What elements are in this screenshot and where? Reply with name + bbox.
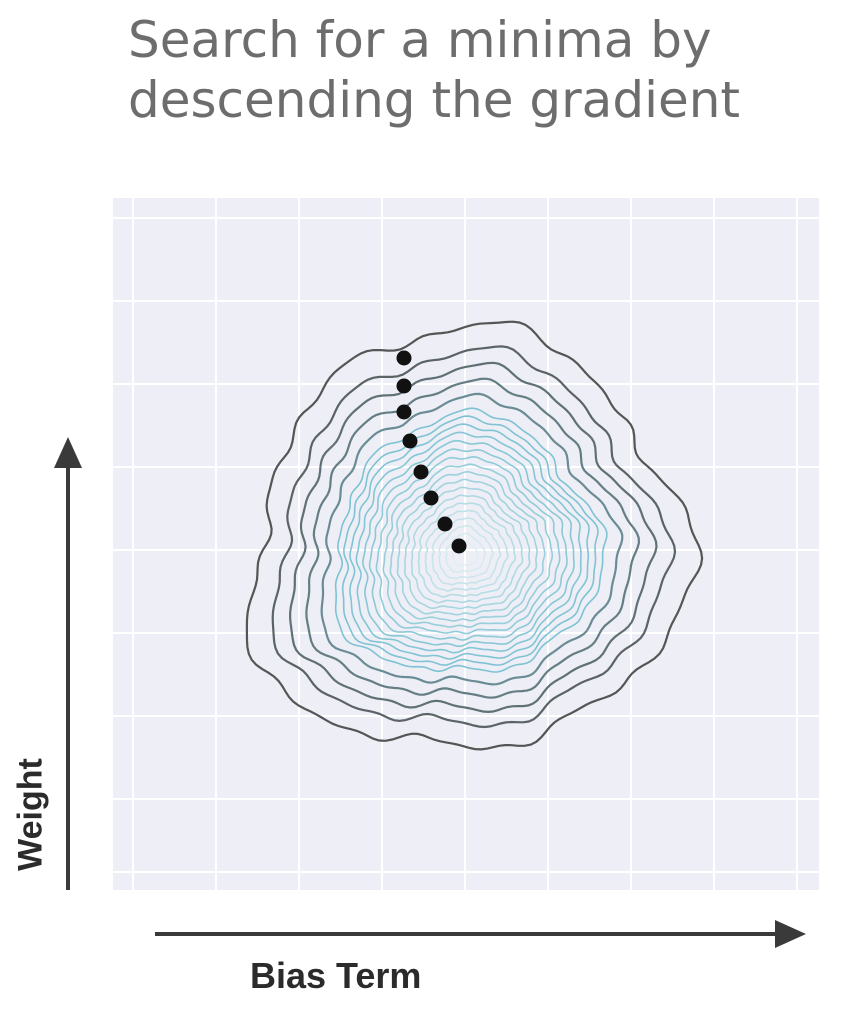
descent-step-dot-2 [396,378,412,394]
descent-step-dot-1 [396,350,412,366]
title-line-1: Search for a minima by [128,11,712,69]
contour-line-14 [396,478,538,616]
contour-line-11 [375,455,561,635]
descent-path [396,350,467,554]
contour-line-21 [445,532,487,574]
contour-line-6 [341,415,599,666]
contour-line-0 [245,320,704,751]
y-axis-label: Weight [11,758,50,871]
chart-title: Search for a minima by descending the gr… [128,10,828,130]
contour-line-16 [410,494,524,604]
contour-line-13 [389,470,546,622]
contour-line-20 [438,525,494,580]
x-axis-label: Bias Term [250,955,422,996]
descent-step-dot-7 [437,516,453,532]
contour-line-19 [431,517,502,586]
contour-line-10 [368,448,568,641]
contour-line-17 [417,502,517,598]
contour-line-1 [271,345,677,729]
descent-step-dot-5 [413,464,429,480]
descent-step-dot-3 [396,404,412,420]
y-axis-arrowhead [54,437,82,468]
contour-line-18 [424,509,509,592]
contour-line-15 [403,486,531,610]
descent-step-dot-4 [402,433,418,449]
contour-line-3 [305,377,641,699]
contour-line-8 [355,431,582,654]
contour-line-12 [382,463,554,628]
contour-line-7 [349,423,590,660]
contour-line-4 [320,392,624,686]
title-line-2: descending the gradient [128,71,741,129]
contour-line-2 [288,361,658,714]
x-axis-arrowhead [775,920,806,948]
contour-line-5 [334,407,608,673]
contour-line-22 [452,540,479,567]
descent-step-dot-8 [451,538,467,554]
contour-lines [245,320,704,751]
descent-step-dot-6 [423,490,439,506]
contour-line-9 [362,439,575,648]
